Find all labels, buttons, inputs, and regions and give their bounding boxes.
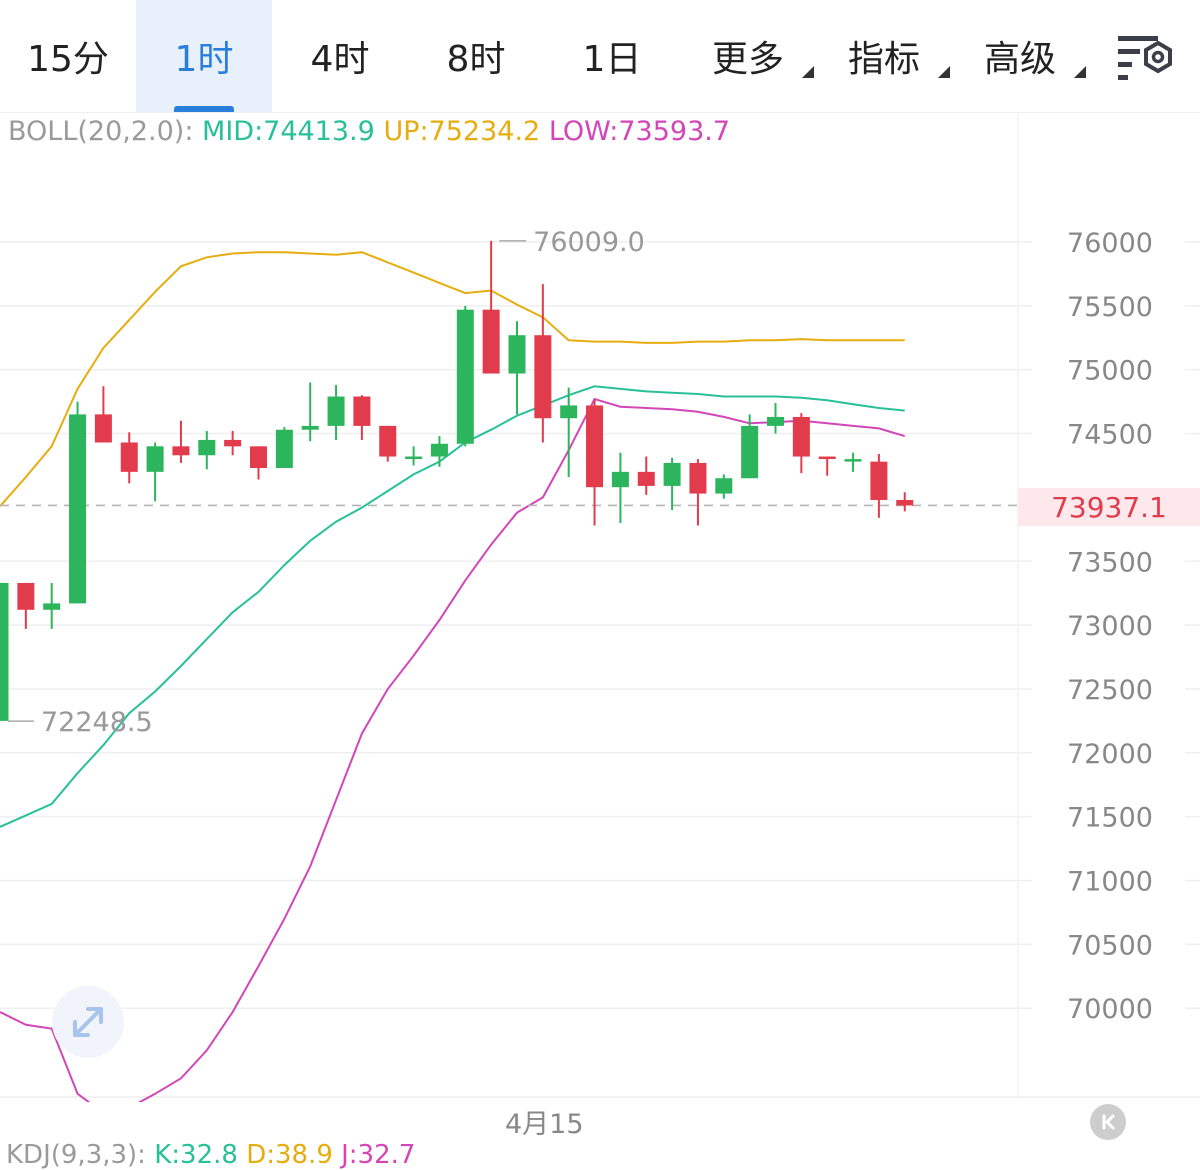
y-tick-label: 71500 — [1067, 803, 1153, 834]
y-tick-label: 70500 — [1067, 930, 1153, 961]
boll-up-line — [0, 251, 905, 507]
tab-1[interactable]: 1时 — [136, 0, 272, 112]
candle-body — [611, 471, 629, 488]
boll-low-line — [0, 397, 906, 1102]
tab-5[interactable]: 更多 — [680, 0, 816, 112]
candle-body — [198, 439, 216, 456]
expand-icon — [73, 1007, 103, 1037]
candle-body — [637, 471, 655, 486]
x-axis-date-label: 4月15 — [505, 1109, 584, 1140]
tab-label: 4时 — [310, 39, 370, 80]
candle-body — [0, 582, 9, 721]
kdj-k-value: K:32.8 — [154, 1140, 238, 1170]
candle-body — [870, 461, 888, 500]
y-tick-label: 70000 — [1067, 994, 1153, 1025]
candle-body — [379, 425, 397, 457]
candlestick-chart[interactable]: 76000 75500 75000 74500 73500 73000 72500 72000… — [0, 112, 1200, 1102]
candle-body — [560, 405, 578, 419]
candle-body — [586, 405, 604, 488]
tab-2[interactable]: 4时 — [272, 0, 408, 112]
y-tick-label: 76000 — [1067, 228, 1153, 259]
tab-7[interactable]: 高级 — [952, 0, 1088, 112]
candle-body — [353, 396, 371, 426]
candle-body — [430, 443, 448, 457]
dropdown-caret-icon — [938, 66, 950, 78]
current-price-badge: 73937.1 — [1018, 488, 1200, 526]
candle-body — [767, 416, 784, 426]
candle-body — [508, 335, 526, 374]
candle-body — [301, 425, 319, 430]
chart-settings-icon[interactable] — [1114, 32, 1174, 82]
candle-body — [120, 442, 138, 472]
candle-body — [456, 309, 474, 444]
tab-3[interactable]: 8时 — [408, 0, 544, 112]
candle-body — [482, 309, 500, 374]
candle-body — [663, 462, 681, 486]
tab-4[interactable]: 1日 — [544, 0, 680, 112]
candle-body — [896, 499, 914, 506]
y-tick-label: 75000 — [1067, 356, 1153, 387]
active-tab-indicator — [174, 106, 234, 112]
boll-up-value: UP:75234.2 — [383, 116, 541, 147]
fullscreen-button[interactable] — [52, 986, 124, 1058]
kdj-j-value: J:32.7 — [341, 1140, 416, 1170]
candle-body — [792, 416, 810, 457]
y-tick-label: 74500 — [1067, 420, 1153, 451]
y-tick-label: 72500 — [1067, 675, 1153, 706]
y-tick-label: 71000 — [1067, 867, 1153, 898]
tab-label: 1日 — [582, 39, 642, 80]
candle-body — [172, 446, 190, 456]
boll-mid-line — [0, 385, 905, 828]
skip-to-end-icon — [1102, 1114, 1115, 1130]
low-marker-label: 72248.5 — [41, 707, 153, 738]
y-tick-label: 73000 — [1067, 611, 1153, 642]
timeframe-tab-bar: 15分 1时 4时 8时 1日 更多 指标 高级 — [0, 0, 1200, 113]
dropdown-caret-icon — [1074, 66, 1086, 78]
tab-0[interactable]: 15分 — [0, 0, 136, 112]
candle-body — [94, 414, 112, 443]
kdj-label: KDJ(9,3,3): — [6, 1140, 146, 1170]
candle-body — [275, 429, 293, 469]
candle-body — [327, 396, 345, 426]
tab-label: 1时 — [174, 39, 234, 80]
candle-body — [17, 582, 35, 610]
y-tick-label: 73500 — [1067, 547, 1153, 578]
candle-body — [69, 414, 87, 604]
tab-label: 15分 — [27, 39, 109, 80]
candle-body — [146, 446, 164, 472]
boll-low-value: LOW:73593.7 — [548, 116, 731, 147]
candle-body — [43, 603, 61, 610]
candle-body — [844, 459, 862, 462]
scroll-to-latest-button[interactable] — [1090, 1104, 1126, 1140]
kdj-legend: KDJ(9,3,3): K:32.8 D:38.9 J:32.7 — [6, 1140, 415, 1170]
tab-label: 高级 — [983, 39, 1056, 80]
dropdown-caret-icon — [802, 66, 814, 78]
candle-body — [405, 456, 423, 460]
high-marker-label: 76009.0 — [533, 227, 645, 258]
candle-body — [689, 462, 707, 494]
boll-label: BOLL(20,2.0): — [8, 116, 194, 147]
tab-label: 更多 — [711, 39, 784, 80]
candle-body — [224, 439, 242, 447]
candle-body — [818, 456, 836, 460]
candle-body — [250, 446, 267, 469]
boll-mid-value: MID:74413.9 — [202, 116, 375, 147]
y-tick-label: 72000 — [1067, 739, 1153, 770]
candle-body — [741, 425, 759, 479]
kdj-d-value: D:38.9 — [246, 1140, 333, 1170]
tab-6[interactable]: 指标 — [816, 0, 952, 112]
boll-legend: BOLL(20,2.0): MID:74413.9 UP:75234.2 LOW… — [8, 116, 730, 147]
candle-body — [715, 478, 733, 494]
tab-label: 8时 — [446, 39, 506, 80]
y-tick-label: 75500 — [1067, 292, 1153, 323]
candle-body — [534, 335, 552, 419]
tab-label: 指标 — [847, 39, 920, 80]
